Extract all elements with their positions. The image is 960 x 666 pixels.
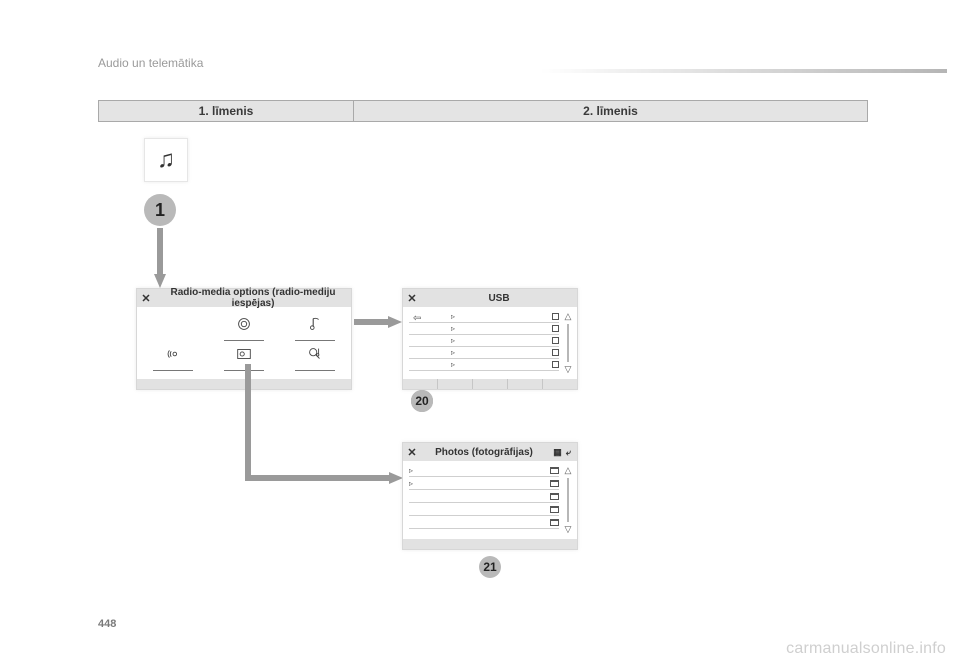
slideshow-icon[interactable]: ▦	[553, 447, 562, 458]
arrow-right-icon	[354, 316, 404, 328]
back-icon[interactable]: ⇦	[413, 313, 421, 324]
photos-titlebar: ✕ Photos (fotogrāfijas) ▦ ⤶	[403, 443, 577, 461]
play-tri-icon: ▹	[409, 479, 413, 488]
page-number: 448	[98, 618, 116, 630]
photos-footer	[403, 539, 577, 549]
play-tri-icon: ▹	[409, 466, 413, 475]
play-tri-icon: ▹	[451, 324, 455, 333]
list-item	[409, 516, 559, 529]
return-icon[interactable]: ⤶	[566, 447, 571, 458]
close-icon[interactable]: ✕	[137, 292, 155, 305]
scrollbar[interactable]: △ ▽	[563, 311, 573, 375]
scrollbar[interactable]: △ ▽	[563, 465, 573, 535]
play-tri-icon: ▹	[451, 348, 455, 357]
arrow-elbow-icon	[245, 364, 405, 494]
photos-title: Photos (fotogrāfijas)	[421, 447, 547, 458]
scroll-down-icon[interactable]: ▽	[565, 364, 572, 375]
badge-21: 21	[479, 556, 501, 578]
play-tri-icon: ▹	[451, 336, 455, 345]
list-item[interactable]: ▹	[409, 323, 559, 335]
badge-1: 1	[144, 194, 176, 226]
list-item[interactable]: ▹	[409, 464, 559, 477]
scroll-track	[567, 478, 569, 522]
usb-body: ⇦ ▹ ▹ ▹ ▹ ▹ △ ▽	[403, 307, 577, 379]
music-source-icon: ♫	[144, 138, 188, 182]
header-col-1: 1. līmenis	[99, 101, 354, 121]
scroll-track	[567, 324, 569, 362]
level-header-table: 1. līmenis 2. līmenis	[98, 100, 868, 122]
list-item[interactable]: ▹	[409, 477, 559, 490]
header-rule	[540, 69, 947, 73]
list-item[interactable]: ▹	[409, 335, 559, 347]
list-item	[409, 503, 559, 516]
photos-panel: ✕ Photos (fotogrāfijas) ▦ ⤶ ▹ ▹ △ ▽	[402, 442, 578, 550]
square-marker-icon	[552, 361, 559, 368]
scroll-down-icon[interactable]: ▽	[565, 524, 572, 535]
usb-titlebar: ✕ USB	[403, 289, 577, 307]
list-item[interactable]: ▹	[409, 347, 559, 359]
list-item[interactable]: ▹	[409, 311, 559, 323]
radio-panel-title: Radio-media options (radio-mediju iespēj…	[155, 287, 351, 309]
music-note-icon: ♫	[157, 146, 175, 174]
close-icon[interactable]: ✕	[403, 446, 421, 459]
usb-title: USB	[421, 293, 577, 304]
play-tri-icon: ▹	[451, 312, 455, 321]
scroll-up-icon[interactable]: △	[565, 311, 572, 322]
section-title: Audio un telemātika	[98, 56, 203, 70]
play-tri-icon: ▹	[451, 360, 455, 369]
folder-icon	[550, 519, 559, 526]
scroll-up-icon[interactable]: △	[565, 465, 572, 476]
option-media-icon[interactable]	[295, 315, 335, 341]
watermark: carmanualsonline.info	[786, 640, 946, 658]
folder-icon	[550, 506, 559, 513]
folder-icon	[550, 480, 559, 487]
square-marker-icon	[552, 325, 559, 332]
list-item	[409, 490, 559, 503]
option-radio-icon[interactable]	[224, 315, 264, 341]
arrow-down-icon	[154, 228, 166, 290]
usb-footer	[403, 379, 577, 389]
badge-20: 20	[411, 390, 433, 412]
option-antenna-icon[interactable]	[153, 345, 193, 371]
folder-icon	[550, 467, 559, 474]
square-marker-icon	[552, 349, 559, 356]
photos-body: ▹ ▹ △ ▽	[403, 461, 577, 539]
folder-icon	[550, 493, 559, 500]
close-icon[interactable]: ✕	[403, 292, 421, 305]
radio-panel-titlebar: ✕ Radio-media options (radio-mediju iesp…	[137, 289, 351, 307]
list-item[interactable]: ▹	[409, 359, 559, 371]
square-marker-icon	[552, 337, 559, 344]
usb-panel: ✕ USB ⇦ ▹ ▹ ▹ ▹ ▹ △ ▽	[402, 288, 578, 390]
square-marker-icon	[552, 313, 559, 320]
header-col-2: 2. līmenis	[354, 101, 867, 121]
